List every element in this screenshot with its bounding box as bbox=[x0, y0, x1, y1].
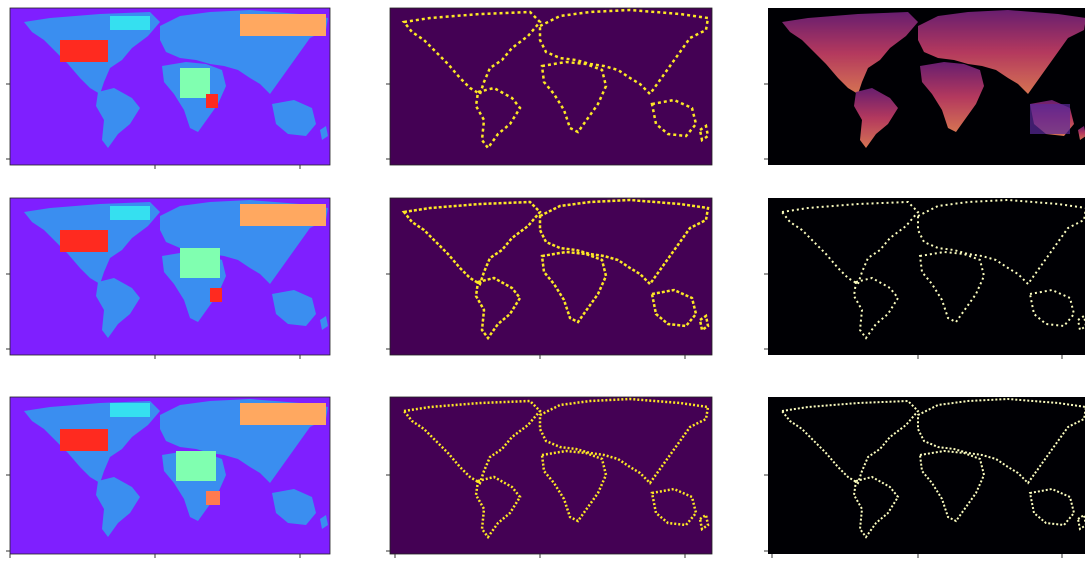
region bbox=[240, 403, 326, 425]
region bbox=[206, 491, 220, 505]
map-background bbox=[768, 198, 1085, 355]
region bbox=[210, 288, 222, 302]
intensity-map-row-1 bbox=[768, 8, 1085, 165]
frame bbox=[9, 197, 331, 356]
frame bbox=[389, 197, 713, 356]
region bbox=[60, 40, 108, 62]
category-map-row-2 bbox=[9, 197, 331, 356]
tick-marks bbox=[6, 83, 1063, 558]
frame bbox=[389, 7, 713, 166]
border-map-row-1 bbox=[389, 7, 713, 166]
ticks bbox=[6, 83, 1063, 558]
region bbox=[240, 14, 326, 36]
region bbox=[110, 16, 150, 30]
map-background bbox=[390, 8, 712, 165]
frame bbox=[9, 7, 331, 166]
region bbox=[180, 248, 220, 278]
region bbox=[110, 206, 150, 220]
border-map-row-2 bbox=[389, 197, 713, 356]
region bbox=[1030, 104, 1070, 134]
category-map-row-3 bbox=[9, 396, 331, 555]
intensity-map-row-3 bbox=[768, 397, 1085, 554]
category-map-row-1 bbox=[9, 7, 331, 166]
region bbox=[60, 230, 108, 252]
region bbox=[180, 68, 210, 98]
map-background bbox=[390, 397, 712, 554]
region bbox=[206, 94, 218, 108]
region bbox=[60, 429, 108, 451]
map-background bbox=[390, 198, 712, 355]
border-map-row-3 bbox=[389, 396, 713, 555]
intensity-map-row-2 bbox=[768, 198, 1085, 355]
region bbox=[110, 403, 150, 417]
region bbox=[176, 451, 216, 481]
region bbox=[240, 204, 326, 226]
